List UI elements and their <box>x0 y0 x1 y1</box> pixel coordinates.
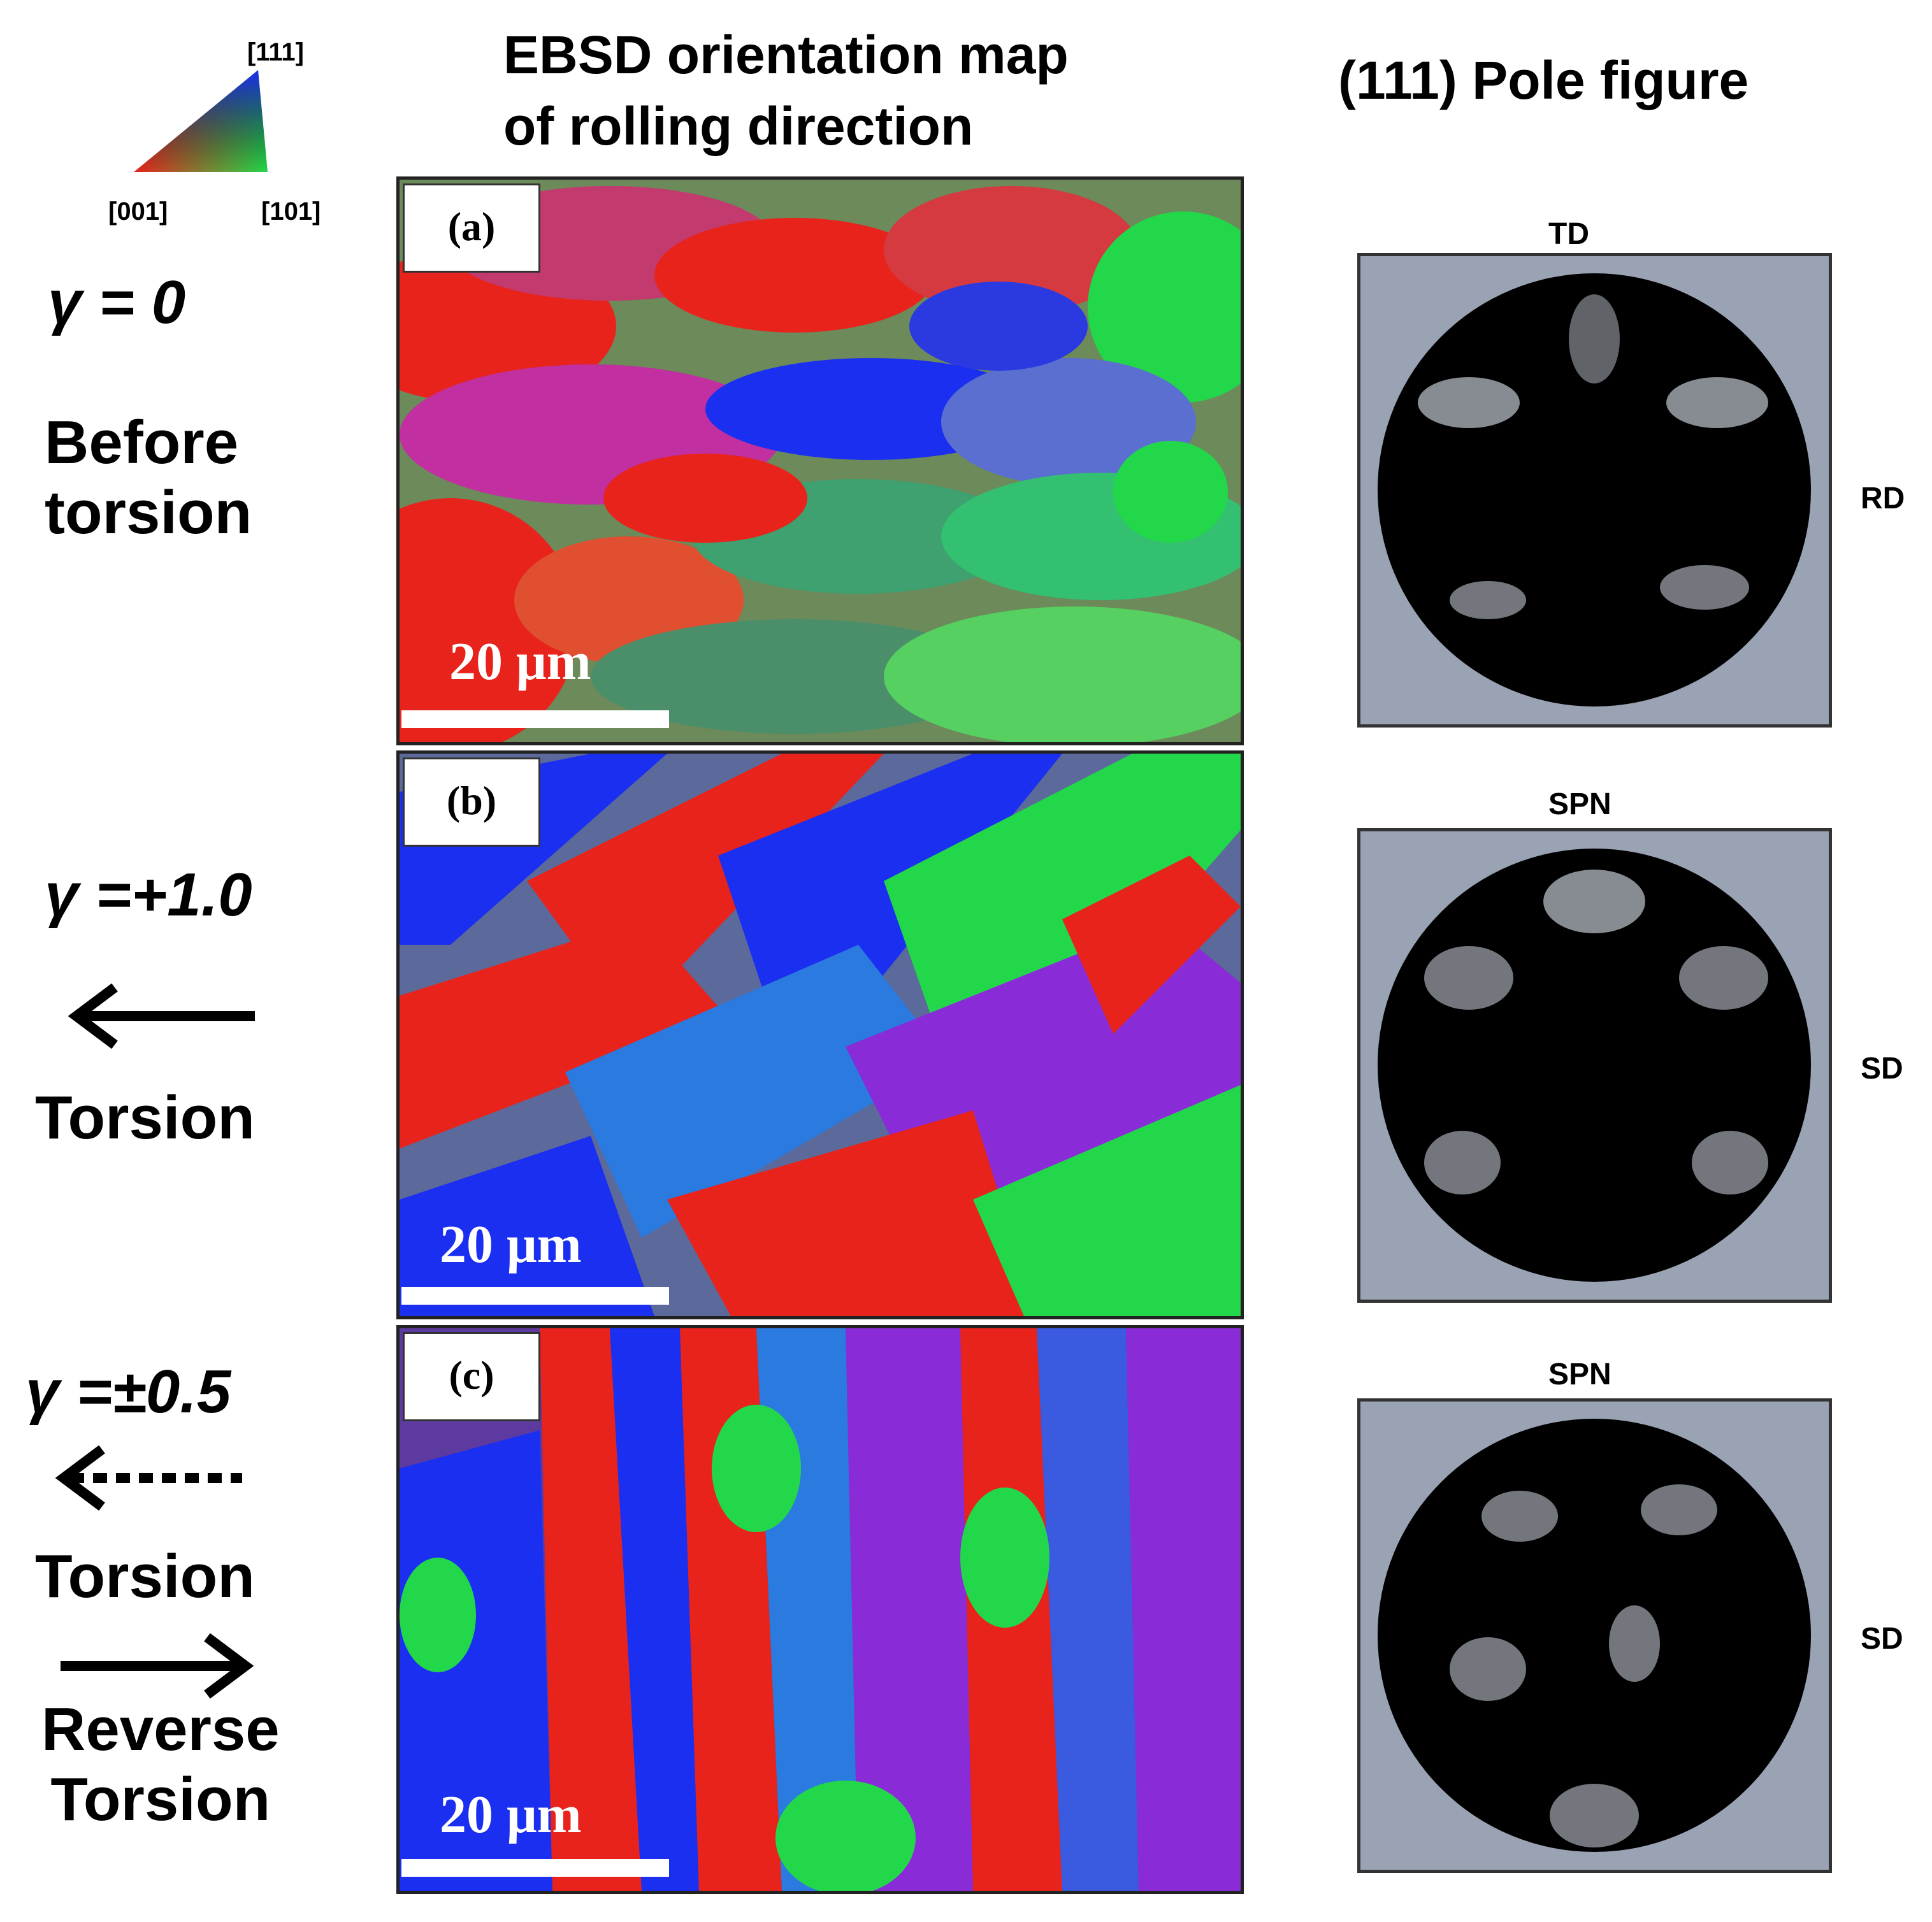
pole-b-side-label: SD <box>1861 1052 1903 1086</box>
pole-column-title: (111) Pole figure <box>1338 50 1749 110</box>
ebsd-map-c <box>396 1325 1244 1894</box>
row-a-desc: Before torsion <box>45 408 252 547</box>
pole-c-top-label: SPN <box>1548 1358 1611 1391</box>
panel-tag-b: (b) <box>403 757 540 847</box>
pole-c-side-label: SD <box>1861 1622 1903 1656</box>
ipf-triangle-icon <box>134 70 268 172</box>
row-b-desc: Torsion <box>35 1084 255 1152</box>
scale-bar-a <box>401 710 669 728</box>
legend-label-001: [001] <box>108 197 168 226</box>
map-column-title: EBSD orientation map of rolling directio… <box>503 25 1069 156</box>
pole-a-side-label: RD <box>1861 482 1905 515</box>
pole-b-top-label: SPN <box>1548 787 1611 821</box>
pole-figure-a <box>1357 253 1832 728</box>
scale-label-c: 20 μm <box>440 1785 582 1844</box>
arrow-right-icon <box>61 1633 254 1699</box>
row-a-gamma: γ = 0 <box>48 268 186 336</box>
legend-label-101: [101] <box>261 197 321 226</box>
scale-bar-b <box>401 1287 669 1305</box>
arrow-left-icon <box>68 983 255 1049</box>
ipf-legend: [111] [001] [101] <box>108 38 350 236</box>
row-c-desc-torsion: Torsion <box>35 1542 255 1610</box>
row-b-gamma: γ =+1.0 <box>45 861 252 929</box>
pole-a-top-label: TD <box>1548 217 1589 251</box>
legend-label-111: [111] <box>247 38 304 66</box>
row-c-desc-reverse: Reverse Torsion <box>41 1695 280 1833</box>
row-c-gamma: γ =±0.5 <box>25 1358 231 1426</box>
scale-bar-c <box>401 1859 669 1877</box>
pole-figure-b <box>1357 828 1832 1303</box>
panel-tag-a: (a) <box>403 183 540 273</box>
scale-label-a: 20 μm <box>449 632 591 691</box>
arrow-left-dotted-icon <box>55 1445 242 1511</box>
scale-label-b: 20 μm <box>440 1215 582 1274</box>
panel-tag-c: (c) <box>403 1332 540 1421</box>
pole-figure-c <box>1357 1398 1832 1873</box>
